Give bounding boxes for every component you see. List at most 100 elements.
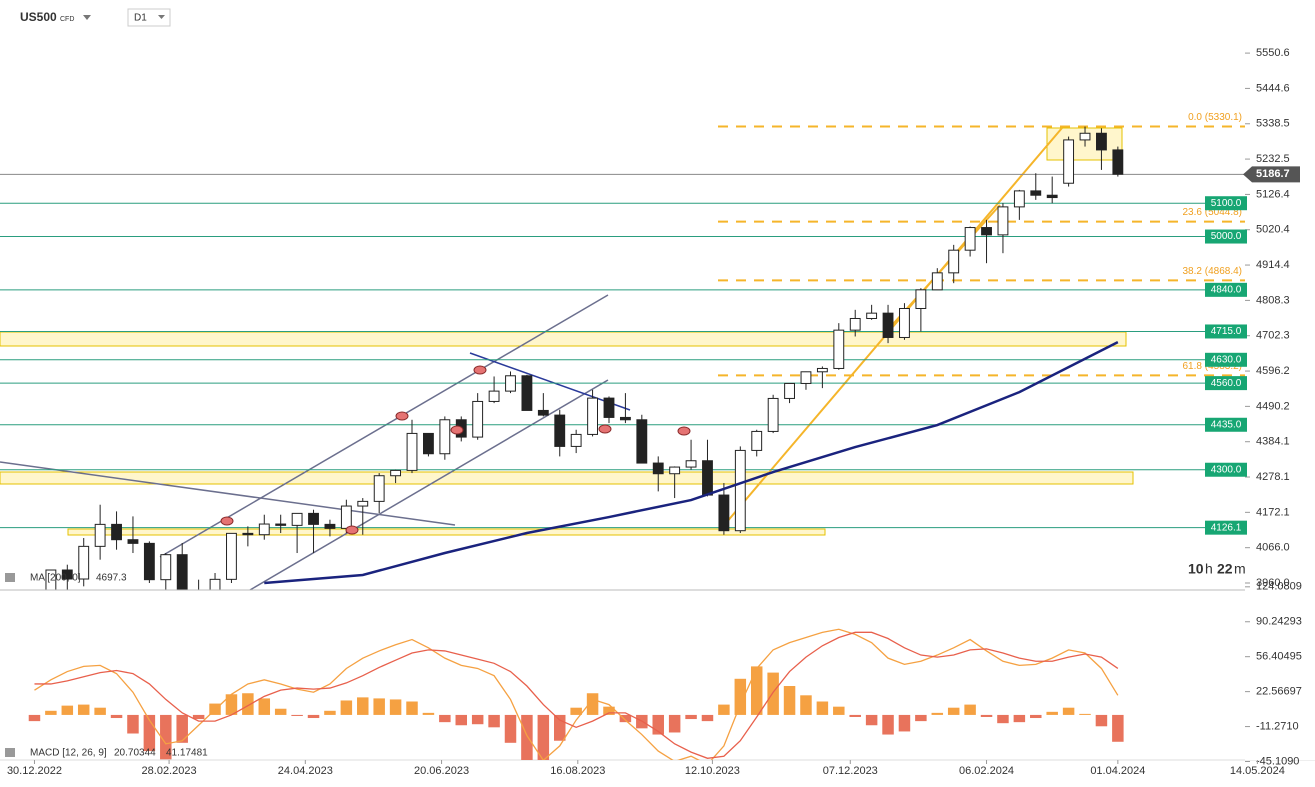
candle-body — [685, 460, 697, 468]
trendline — [0, 461, 456, 526]
dropdown-arrow[interactable] — [83, 15, 91, 20]
candle-body — [603, 397, 615, 418]
signal-value: 41.17481 — [166, 748, 208, 759]
candle-body — [537, 409, 549, 416]
legend-icon — [5, 748, 15, 757]
ma-legend: MA [200, 0] — [30, 573, 81, 584]
candle-body — [127, 539, 139, 544]
fib-label: 38.2 (4868.4) — [1183, 266, 1243, 277]
histogram-bar — [915, 714, 927, 722]
marker — [395, 411, 409, 421]
candle-body — [521, 375, 533, 411]
candle-body — [406, 432, 418, 471]
timeframe: D1 — [134, 13, 147, 24]
annotations — [0, 127, 1134, 591]
timer-unit: m — [1234, 561, 1246, 577]
histogram-bar — [176, 714, 188, 743]
fib-label: 0.0 (5330.1) — [1188, 112, 1242, 123]
trendline — [469, 352, 631, 411]
candle-body — [209, 578, 221, 590]
candle-body — [61, 569, 73, 580]
level-label-bg — [1205, 196, 1247, 211]
y-tick-label: 5126.4 — [1256, 188, 1290, 200]
histogram-bar — [1062, 707, 1075, 715]
histogram-bar — [816, 701, 829, 715]
legend-icon — [5, 573, 15, 582]
ma-value: 4697.3 — [96, 573, 127, 584]
candle-body — [833, 329, 845, 369]
candle-body — [849, 317, 861, 331]
level-label-bg — [1205, 462, 1247, 477]
candle-body — [176, 554, 188, 590]
level-label-bg — [1205, 282, 1247, 297]
symbol: US500 — [20, 10, 57, 24]
markers — [220, 365, 691, 535]
y-tick-label: 124.0809 — [1256, 581, 1302, 593]
candle-body — [258, 523, 270, 536]
histogram-bar — [619, 714, 632, 723]
timer-hours: 10 — [1188, 561, 1204, 577]
candle-body — [931, 272, 943, 291]
marker — [345, 525, 359, 535]
candle-body — [1096, 132, 1107, 151]
candle-body — [800, 371, 812, 384]
histogram-bar — [406, 701, 418, 715]
y-tick-label: 4066.0 — [1256, 542, 1290, 554]
candle-body — [816, 367, 828, 373]
y-tick-label: 4384.1 — [1256, 436, 1290, 448]
fib-label: 23.6 (5044.8) — [1183, 207, 1243, 218]
timeframe-select[interactable] — [127, 8, 171, 27]
level-label-bg — [1205, 417, 1247, 432]
histogram-bar — [94, 707, 106, 715]
histogram-bar — [685, 714, 697, 720]
histogram-bar — [77, 704, 90, 715]
histogram-bar — [586, 693, 599, 715]
histogram-bar — [143, 714, 156, 752]
histogram-bar — [964, 704, 976, 715]
x-tick-label: 24.04.2023 — [278, 765, 333, 777]
histogram-bar — [1079, 713, 1091, 715]
candle-body — [423, 432, 434, 455]
y-tick-label: 5232.5 — [1256, 153, 1290, 165]
candle-body — [1063, 139, 1075, 184]
histogram-bar — [28, 714, 41, 722]
macd-line — [34, 628, 1119, 760]
histogram-bar — [833, 706, 845, 715]
histogram-bar — [750, 666, 763, 715]
candle-body — [143, 542, 155, 581]
y-tick-label: 4278.1 — [1256, 471, 1290, 483]
histogram-bar — [340, 700, 353, 715]
histogram-bar — [947, 707, 960, 715]
histogram-bar — [783, 686, 796, 715]
candle-body — [439, 419, 451, 455]
zone — [0, 331, 1127, 347]
timer-unit: h — [1205, 561, 1213, 577]
y-tick-label: -45.1090 — [1256, 755, 1299, 767]
histogram-bar — [455, 714, 468, 726]
histogram-bar — [554, 714, 566, 741]
level-label-bg — [1205, 352, 1247, 367]
histogram-bar — [898, 714, 911, 732]
x-tick-label: 20.06.2023 — [414, 765, 469, 777]
marker — [450, 425, 464, 435]
histogram-bar — [504, 714, 517, 743]
candle-body — [997, 206, 1009, 236]
timer-minutes: 22 — [1217, 561, 1233, 577]
candle-body — [390, 469, 402, 477]
histogram-bar — [307, 714, 320, 719]
y-tick-label: 5550.6 — [1256, 47, 1290, 59]
y-tick-label: 4702.3 — [1256, 330, 1290, 342]
candle-body — [45, 569, 57, 590]
x-tick-label: 07.12.2023 — [823, 765, 878, 777]
candle-body — [242, 532, 254, 536]
candle-body — [652, 462, 664, 475]
x-tick-label: 14.05.2024 — [1230, 765, 1285, 777]
candle-body — [734, 449, 746, 532]
candle-body — [78, 545, 90, 580]
histogram-bar — [1112, 714, 1124, 742]
candle-body — [160, 554, 172, 581]
ma-line — [264, 341, 1119, 585]
level-label: 4560.0 — [1211, 378, 1242, 389]
y-tick-label: -11.2710 — [1256, 720, 1299, 732]
histogram-bar — [324, 710, 336, 715]
